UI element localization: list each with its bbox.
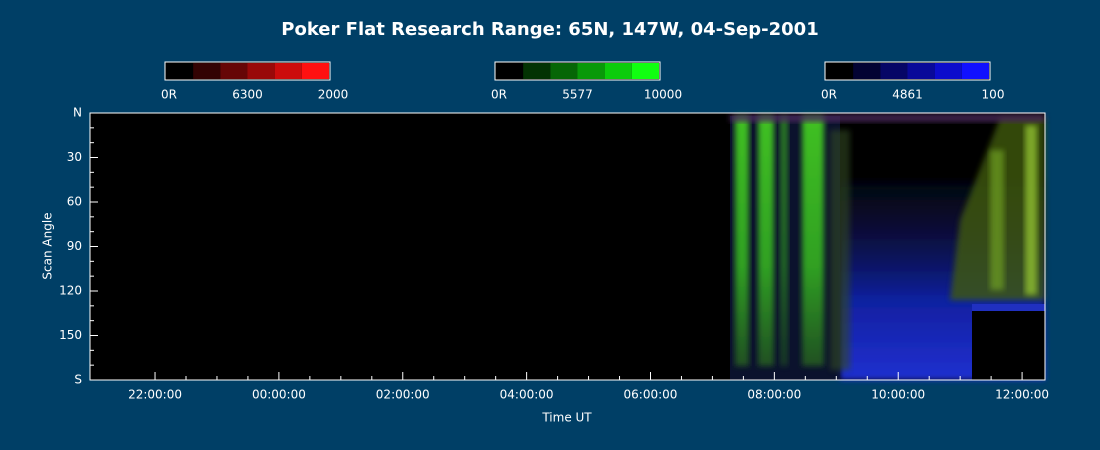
- colorbar-step: [961, 63, 989, 79]
- colorbar-step: [166, 63, 194, 79]
- y-axis-label: Scan Angle: [41, 212, 55, 279]
- colorbar-min: 0R: [491, 88, 507, 102]
- colorbar-name: 6300: [232, 88, 263, 102]
- colorbar-min: 0R: [821, 88, 837, 102]
- x-tick-label: 08:00:00: [747, 388, 801, 402]
- colorbar-step: [631, 63, 659, 79]
- colorbar-min: 0R: [161, 88, 177, 102]
- x-tick-label: 00:00:00: [252, 388, 306, 402]
- keogram-image: [730, 114, 1045, 380]
- colorbar-step: [274, 63, 302, 79]
- y-tick-label: 150: [59, 328, 82, 342]
- colorbar-step: [247, 63, 275, 79]
- colorbar-step: [604, 63, 632, 79]
- x-tick-label: 12:00:00: [995, 388, 1049, 402]
- x-tick-label: 04:00:00: [500, 388, 554, 402]
- x-tick-label: 02:00:00: [376, 388, 430, 402]
- colorbar-step: [934, 63, 962, 79]
- colorbar-max: 2000: [318, 88, 349, 102]
- colorbar-name: 4861: [892, 88, 923, 102]
- colorbar-max: 100: [982, 88, 1005, 102]
- y-tick-label: 30: [67, 150, 82, 164]
- colorbar-step: [826, 63, 854, 79]
- colorbar-max: 10000: [644, 88, 682, 102]
- colorbar-step: [550, 63, 578, 79]
- x-axis-label: Time UT: [541, 411, 592, 425]
- colorbar-step: [853, 63, 881, 79]
- x-tick-label: 10:00:00: [871, 388, 925, 402]
- y-tick-label: 60: [67, 195, 82, 209]
- colorbar-step: [496, 63, 524, 79]
- y-tick-label: 90: [67, 239, 82, 253]
- colorbar-step: [523, 63, 551, 79]
- y-tick-label: S: [74, 373, 82, 387]
- colorbar-step: [193, 63, 221, 79]
- y-tick-label: 120: [59, 284, 82, 298]
- x-tick-label: 22:00:00: [128, 388, 182, 402]
- colorbar-step: [577, 63, 605, 79]
- colorbar-step: [880, 63, 908, 79]
- y-tick-label: N: [73, 106, 82, 120]
- colorbar-name: 5577: [562, 88, 593, 102]
- chart-title: Poker Flat Research Range: 65N, 147W, 04…: [281, 19, 818, 40]
- x-tick-label: 06:00:00: [624, 388, 678, 402]
- colorbar-step: [301, 63, 329, 79]
- colorbar-step: [220, 63, 248, 79]
- colorbar-step: [907, 63, 935, 79]
